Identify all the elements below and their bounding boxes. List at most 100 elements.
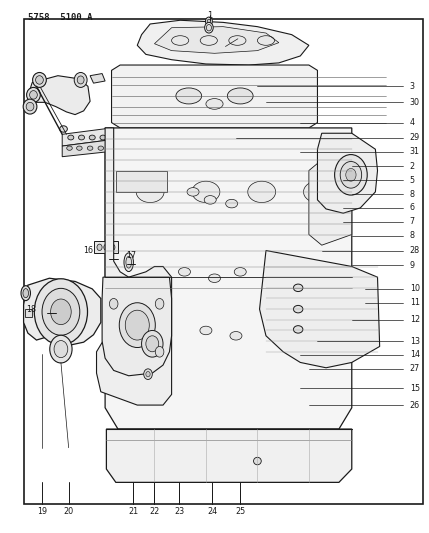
Ellipse shape bbox=[136, 181, 164, 203]
Circle shape bbox=[207, 19, 211, 23]
Ellipse shape bbox=[304, 181, 331, 203]
Polygon shape bbox=[137, 20, 309, 65]
Ellipse shape bbox=[30, 91, 37, 99]
Polygon shape bbox=[28, 76, 90, 115]
Ellipse shape bbox=[226, 199, 238, 208]
Ellipse shape bbox=[234, 268, 246, 276]
Polygon shape bbox=[112, 65, 317, 128]
Circle shape bbox=[144, 369, 152, 379]
Polygon shape bbox=[102, 277, 172, 376]
Polygon shape bbox=[105, 128, 352, 429]
Polygon shape bbox=[309, 160, 352, 245]
Ellipse shape bbox=[100, 135, 106, 140]
Text: 22: 22 bbox=[149, 507, 160, 516]
Text: 16: 16 bbox=[84, 246, 94, 255]
Polygon shape bbox=[116, 171, 167, 192]
Ellipse shape bbox=[60, 126, 67, 132]
Polygon shape bbox=[24, 278, 101, 345]
Text: 20: 20 bbox=[63, 507, 74, 516]
Polygon shape bbox=[90, 74, 105, 83]
Ellipse shape bbox=[204, 196, 216, 204]
Circle shape bbox=[155, 346, 164, 357]
Ellipse shape bbox=[248, 181, 275, 203]
Polygon shape bbox=[317, 133, 378, 213]
Ellipse shape bbox=[27, 87, 40, 102]
Ellipse shape bbox=[23, 289, 28, 297]
Text: 6: 6 bbox=[410, 204, 415, 212]
Circle shape bbox=[205, 22, 213, 33]
Ellipse shape bbox=[33, 72, 46, 87]
Circle shape bbox=[335, 155, 367, 195]
Ellipse shape bbox=[118, 303, 150, 353]
Ellipse shape bbox=[124, 312, 144, 344]
Ellipse shape bbox=[79, 135, 85, 140]
Circle shape bbox=[109, 298, 118, 309]
Polygon shape bbox=[97, 128, 172, 405]
Ellipse shape bbox=[208, 274, 221, 282]
Text: 27: 27 bbox=[410, 365, 420, 373]
Circle shape bbox=[104, 244, 109, 251]
Ellipse shape bbox=[89, 135, 95, 140]
Bar bbox=[94, 241, 118, 253]
Text: 28: 28 bbox=[410, 246, 420, 255]
Ellipse shape bbox=[192, 181, 220, 203]
Text: 21: 21 bbox=[128, 507, 138, 516]
Ellipse shape bbox=[126, 256, 131, 268]
Text: 29: 29 bbox=[410, 133, 420, 142]
Text: 9: 9 bbox=[410, 261, 415, 270]
Text: 13: 13 bbox=[410, 337, 420, 345]
Circle shape bbox=[155, 298, 164, 309]
Ellipse shape bbox=[68, 135, 74, 140]
Ellipse shape bbox=[124, 253, 133, 271]
Ellipse shape bbox=[254, 457, 261, 465]
Ellipse shape bbox=[293, 284, 303, 292]
Circle shape bbox=[146, 372, 150, 377]
Ellipse shape bbox=[77, 76, 84, 84]
Text: 11: 11 bbox=[410, 298, 420, 307]
Text: 5758  5100 A: 5758 5100 A bbox=[28, 13, 92, 22]
Circle shape bbox=[54, 341, 68, 358]
Polygon shape bbox=[260, 251, 380, 368]
Circle shape bbox=[146, 336, 159, 352]
Polygon shape bbox=[62, 128, 112, 146]
Text: 5: 5 bbox=[410, 176, 415, 184]
Ellipse shape bbox=[36, 76, 43, 84]
Polygon shape bbox=[62, 140, 112, 157]
Circle shape bbox=[340, 161, 362, 188]
Text: 3: 3 bbox=[410, 82, 415, 91]
Ellipse shape bbox=[88, 146, 93, 150]
Text: 15: 15 bbox=[410, 384, 420, 392]
Text: 1: 1 bbox=[208, 11, 213, 20]
Circle shape bbox=[50, 335, 72, 363]
Circle shape bbox=[51, 299, 71, 325]
Ellipse shape bbox=[76, 146, 82, 150]
Circle shape bbox=[125, 310, 149, 340]
Circle shape bbox=[97, 244, 102, 251]
Circle shape bbox=[42, 288, 80, 335]
Ellipse shape bbox=[21, 286, 30, 301]
Ellipse shape bbox=[67, 146, 72, 150]
Text: 23: 23 bbox=[174, 507, 184, 516]
Circle shape bbox=[119, 303, 155, 348]
Ellipse shape bbox=[230, 332, 242, 340]
Polygon shape bbox=[25, 309, 32, 317]
Circle shape bbox=[142, 330, 163, 357]
Ellipse shape bbox=[293, 326, 303, 333]
Text: 25: 25 bbox=[235, 507, 245, 516]
Text: 31: 31 bbox=[410, 148, 420, 156]
Text: 4: 4 bbox=[410, 118, 415, 127]
Circle shape bbox=[206, 25, 211, 31]
Text: 17: 17 bbox=[127, 252, 137, 260]
Ellipse shape bbox=[176, 88, 202, 104]
Ellipse shape bbox=[227, 88, 253, 104]
Text: 19: 19 bbox=[37, 507, 47, 516]
Ellipse shape bbox=[293, 305, 303, 313]
Text: 18: 18 bbox=[26, 305, 36, 313]
Ellipse shape bbox=[74, 72, 87, 87]
Polygon shape bbox=[154, 27, 279, 53]
Ellipse shape bbox=[206, 99, 223, 109]
Circle shape bbox=[126, 318, 142, 337]
Circle shape bbox=[346, 168, 356, 181]
Text: 7: 7 bbox=[410, 217, 415, 226]
Ellipse shape bbox=[178, 268, 190, 276]
